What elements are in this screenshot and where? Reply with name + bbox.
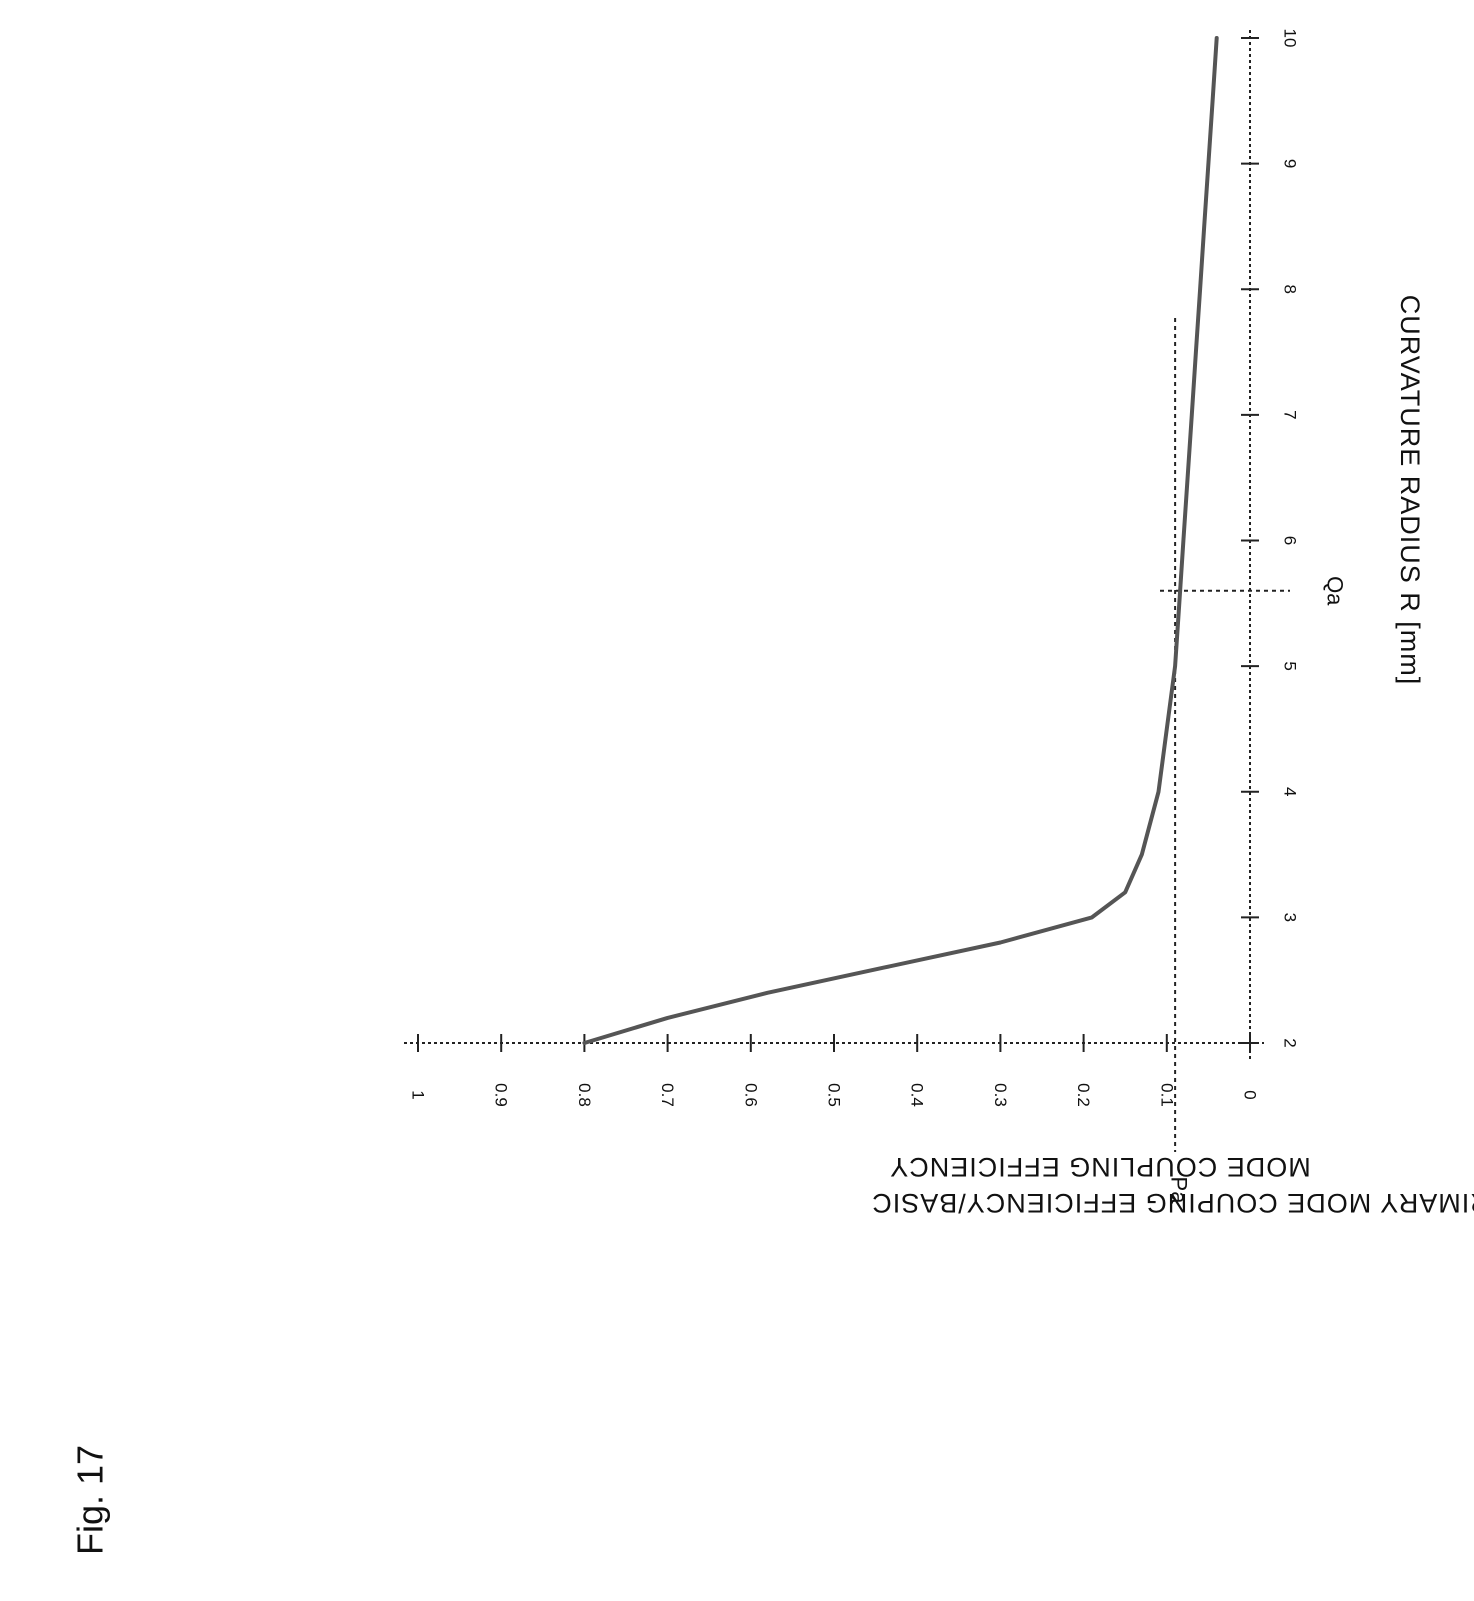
x-tick-label: 9 [1281, 159, 1300, 168]
series [582, 36, 1219, 1045]
x-tick-label: 4 [1281, 787, 1300, 796]
y-tick-label: 0.3 [991, 1083, 1010, 1107]
y-axis-title-line-2: MODE COUPLING EFFICIENCY [889, 1152, 1311, 1182]
y-tick-label: 0.5 [825, 1083, 844, 1107]
x-tick-label: 7 [1281, 410, 1300, 419]
y-axis-title-line-1: PRIMARY MODE COUPING EFFICIENCY/BASIC [871, 1188, 1474, 1218]
x-tick-label: 3 [1281, 913, 1300, 922]
y-tick-label: 0.4 [908, 1083, 927, 1107]
x-tick-label: 2 [1281, 1038, 1300, 1047]
figure-label: Fig. 17 [70, 1445, 111, 1555]
y-tick-label: 0 [1241, 1090, 1260, 1099]
axes [404, 30, 1264, 1061]
x-tick-label: 5 [1281, 661, 1300, 670]
reference-lines [1160, 318, 1290, 1152]
x-tick-label: 8 [1281, 285, 1300, 294]
reference-label-pa: Pa [1167, 1177, 1192, 1205]
y-tick-label: 0.7 [658, 1083, 677, 1107]
y-tick-label: 0.1 [1157, 1083, 1176, 1107]
labels: 2 3 4 5 6 7 8 9 10 0 0.1 0.2 0.3 0.4 0.5 0.6 0.7 0.8 0.9 1 P… [70, 29, 1474, 1555]
y-tick-label: 0.6 [741, 1083, 760, 1107]
x-tick-label: 6 [1281, 536, 1300, 545]
y-tick-label: 1 [409, 1090, 428, 1099]
x-tick-label: 10 [1281, 29, 1300, 48]
y-tick-label: 0.2 [1074, 1083, 1093, 1107]
x-axis-title: CURVATURE RADIUS R [mm] [1395, 295, 1425, 686]
reference-label-qa: Qa [1323, 576, 1348, 606]
y-tick-label: 0.8 [575, 1083, 594, 1107]
y-tick-label: 0.9 [492, 1083, 511, 1107]
series-line [582, 36, 1219, 1045]
